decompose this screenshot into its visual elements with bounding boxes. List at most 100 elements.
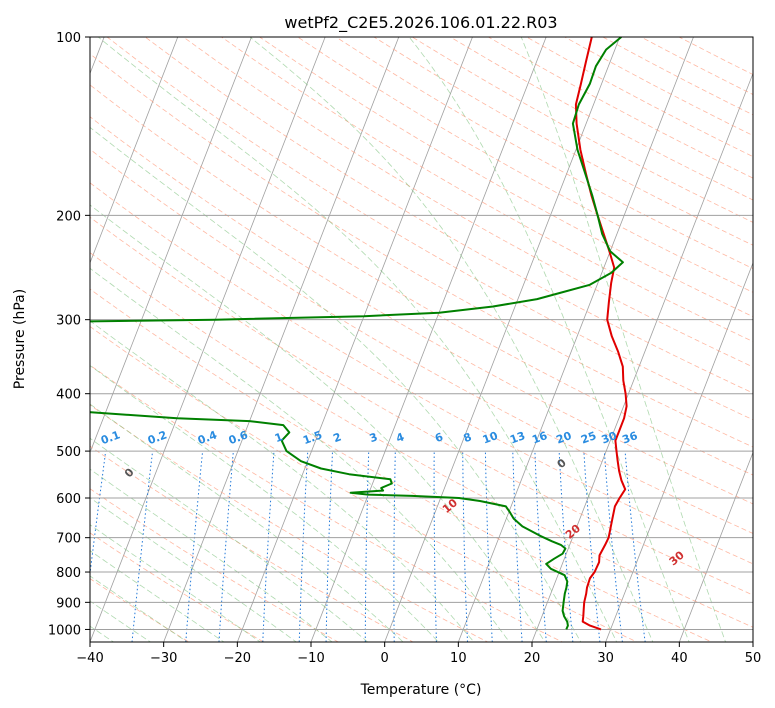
- mixing-ratio-line: [90, 451, 107, 578]
- moist-adiabat-line: [90, 600, 152, 642]
- moist-adiabat-label: 20: [563, 522, 583, 542]
- y-tick-label: 100: [56, 31, 81, 46]
- dry-adiabat-line: [487, 37, 753, 179]
- y-tick-label: 300: [56, 314, 81, 329]
- isotherm-line: [752, 640, 753, 642]
- mixing-ratio-line: [624, 451, 646, 642]
- moist-adiabat-line: [90, 437, 369, 642]
- moist-adiabat-line: [90, 468, 333, 642]
- mixing-ratio-label: 1: [273, 430, 285, 445]
- moist-adiabat-line: [97, 37, 618, 642]
- isotherm-line: [90, 37, 252, 454]
- chart-title: wetPf2_C2E5.2026.106.01.22.R03: [284, 13, 557, 33]
- dry-adiabat-line: [90, 326, 638, 642]
- x-tick-label: 0: [381, 651, 389, 666]
- moist-adiabat-line: [249, 37, 654, 642]
- moist-adiabat-label: 0: [555, 456, 569, 471]
- y-tick-label: 400: [56, 388, 81, 403]
- dry-adiabat-line: [90, 53, 753, 448]
- moist-adiabat-line: [90, 524, 261, 642]
- mixing-ratio-label: 16: [530, 429, 549, 447]
- plot-frame: [89, 36, 754, 643]
- mixing-ratio-label: 8: [462, 430, 474, 445]
- background-lines: -100-90-80-70-60-50-40-30-20-10010203040…: [10, 37, 775, 642]
- mixing-ratio-line: [364, 451, 370, 642]
- dry-adiabat-line: [449, 37, 753, 201]
- y-tick-label: 700: [56, 532, 81, 547]
- dry-adiabat-line: [296, 37, 753, 293]
- dry-adiabat-line: [90, 182, 753, 565]
- dry-adiabat-label: 0: [122, 465, 137, 480]
- dry-adiabat-line: [90, 84, 753, 476]
- x-tick-label: 30: [597, 651, 614, 666]
- moist-adiabat-line: [408, 37, 690, 642]
- mixing-ratio-label: 0.6: [227, 428, 250, 447]
- x-tick-label: −20: [224, 651, 251, 666]
- mixing-ratio-line: [325, 451, 333, 642]
- dry-adiabat-line: [90, 445, 414, 642]
- dry-adiabat-line: [90, 364, 564, 642]
- mixing-ratio-line: [433, 451, 437, 642]
- moist-adiabat-line: [90, 575, 189, 642]
- y-tick-label: 200: [56, 209, 81, 224]
- isotherm-line: [90, 37, 179, 264]
- isotherm-line: [531, 72, 753, 642]
- dry-adiabat-label: -10: [10, 428, 33, 452]
- mixing-ratio-line: [534, 451, 547, 642]
- isotherm-line: [310, 37, 547, 642]
- mixing-ratio-label: 0.1: [99, 428, 122, 447]
- moist-adiabat-label: 10: [440, 496, 460, 516]
- y-tick-label: 800: [56, 566, 81, 581]
- moist-adiabat-line: [90, 550, 225, 642]
- mixing-ratio-label: 6: [433, 430, 445, 445]
- dry-adiabat-line: [90, 148, 753, 534]
- isotherm-line: [90, 37, 326, 642]
- x-tick-label: −40: [76, 651, 103, 666]
- axes: −40 −30 −20 −10 0 10 20 30 40 5010009008007006005…: [48, 31, 761, 666]
- moist-adiabat-label: 40: [761, 579, 775, 599]
- mixing-ratio-label: 4: [394, 430, 406, 445]
- isotherm-line: [163, 37, 400, 642]
- mixing-ratio-label: 30: [600, 429, 619, 447]
- profile-lines: 0.1 0.2 0.4 0.6 1 1.5 2 3 4 6 8 10 13 16 20 25 30 36: [90, 37, 640, 631]
- isotherm-line: [236, 37, 473, 642]
- dry-adiabat-line: [90, 216, 753, 596]
- dry-adiabat-line: [90, 488, 340, 642]
- mixing-ratio-label: 1.5: [301, 428, 324, 447]
- x-tick-label: 20: [524, 651, 541, 666]
- isotherm-line: [678, 451, 753, 642]
- moist-adiabat-line: [90, 320, 475, 642]
- mixing-ratio-line: [512, 451, 523, 642]
- mixing-ratio-label: 3: [368, 430, 380, 445]
- dry-adiabat-line: [90, 252, 753, 628]
- dry-adiabat-line: [220, 37, 753, 343]
- moist-adiabat-line: [90, 365, 440, 642]
- y-tick-label: 600: [56, 492, 81, 507]
- x-tick-label: 50: [745, 651, 762, 666]
- isotherm-line: [384, 37, 621, 642]
- mixing-ratio-label: 20: [555, 429, 574, 447]
- moist-adiabat-line: [90, 497, 297, 642]
- moist-adiabat-label: 30: [667, 548, 687, 568]
- mixing-ratio-label: 36: [620, 429, 639, 447]
- mixing-ratio-label: 25: [579, 429, 598, 446]
- mixing-ratio-label: 2: [332, 430, 344, 445]
- x-tick-label: 10: [450, 651, 467, 666]
- mixing-ratio-label: 0.4: [196, 428, 219, 447]
- x-axis-label: Temperature (°C): [360, 682, 482, 698]
- dewpoint-line: [90, 37, 624, 630]
- x-tick-label: −30: [150, 651, 177, 666]
- dry-adiabat-line: [90, 578, 190, 642]
- mixing-ratio-line: [393, 451, 396, 642]
- dry-adiabat-line: [258, 37, 753, 318]
- x-tick-label: −10: [297, 651, 324, 666]
- isotherm-line: [457, 37, 694, 642]
- y-axis-label: Pressure (hPa): [12, 289, 28, 389]
- mixing-ratio-label: 10: [481, 429, 500, 447]
- temperature-line: [574, 37, 628, 631]
- dry-adiabat-line: [90, 288, 713, 642]
- y-tick-label: 900: [56, 596, 81, 611]
- moist-adiabat-line: [520, 37, 727, 642]
- dry-adiabat-line: [90, 116, 753, 505]
